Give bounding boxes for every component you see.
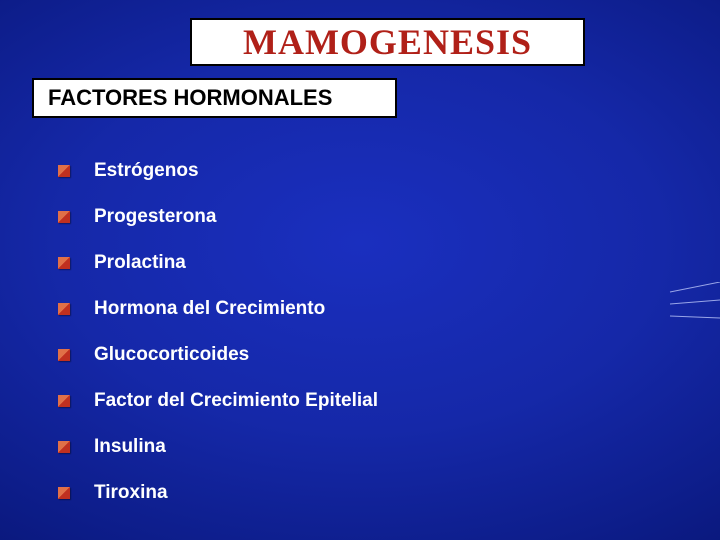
item-label: Factor del Crecimiento Epitelial: [94, 390, 378, 412]
list-item: Prolactina: [58, 252, 618, 274]
bullet-icon: [58, 349, 70, 361]
list-item: Hormona del Crecimiento: [58, 298, 618, 320]
slide-title: MAMOGENESIS: [243, 21, 532, 63]
decorative-lines-icon: [660, 282, 720, 322]
item-label: Glucocorticoides: [94, 344, 249, 366]
hormone-list: Estrógenos Progesterona Prolactina Hormo…: [58, 160, 618, 528]
slide-container: MAMOGENESIS FACTORES HORMONALES Estrógen…: [0, 0, 720, 540]
item-label: Estrógenos: [94, 160, 199, 182]
item-label: Prolactina: [94, 252, 186, 274]
item-label: Hormona del Crecimiento: [94, 298, 325, 320]
list-item: Glucocorticoides: [58, 344, 618, 366]
bullet-icon: [58, 211, 70, 223]
title-box: MAMOGENESIS: [190, 18, 585, 66]
item-label: Progesterona: [94, 206, 216, 228]
item-label: Tiroxina: [94, 482, 168, 504]
item-label: Insulina: [94, 436, 166, 458]
slide-subtitle: FACTORES HORMONALES: [48, 85, 332, 111]
list-item: Tiroxina: [58, 482, 618, 504]
bullet-icon: [58, 441, 70, 453]
list-item: Estrógenos: [58, 160, 618, 182]
list-item: Insulina: [58, 436, 618, 458]
bullet-icon: [58, 395, 70, 407]
bullet-icon: [58, 165, 70, 177]
bullet-icon: [58, 257, 70, 269]
bullet-icon: [58, 303, 70, 315]
subtitle-box: FACTORES HORMONALES: [32, 78, 397, 118]
bullet-icon: [58, 487, 70, 499]
list-item: Factor del Crecimiento Epitelial: [58, 390, 618, 412]
list-item: Progesterona: [58, 206, 618, 228]
